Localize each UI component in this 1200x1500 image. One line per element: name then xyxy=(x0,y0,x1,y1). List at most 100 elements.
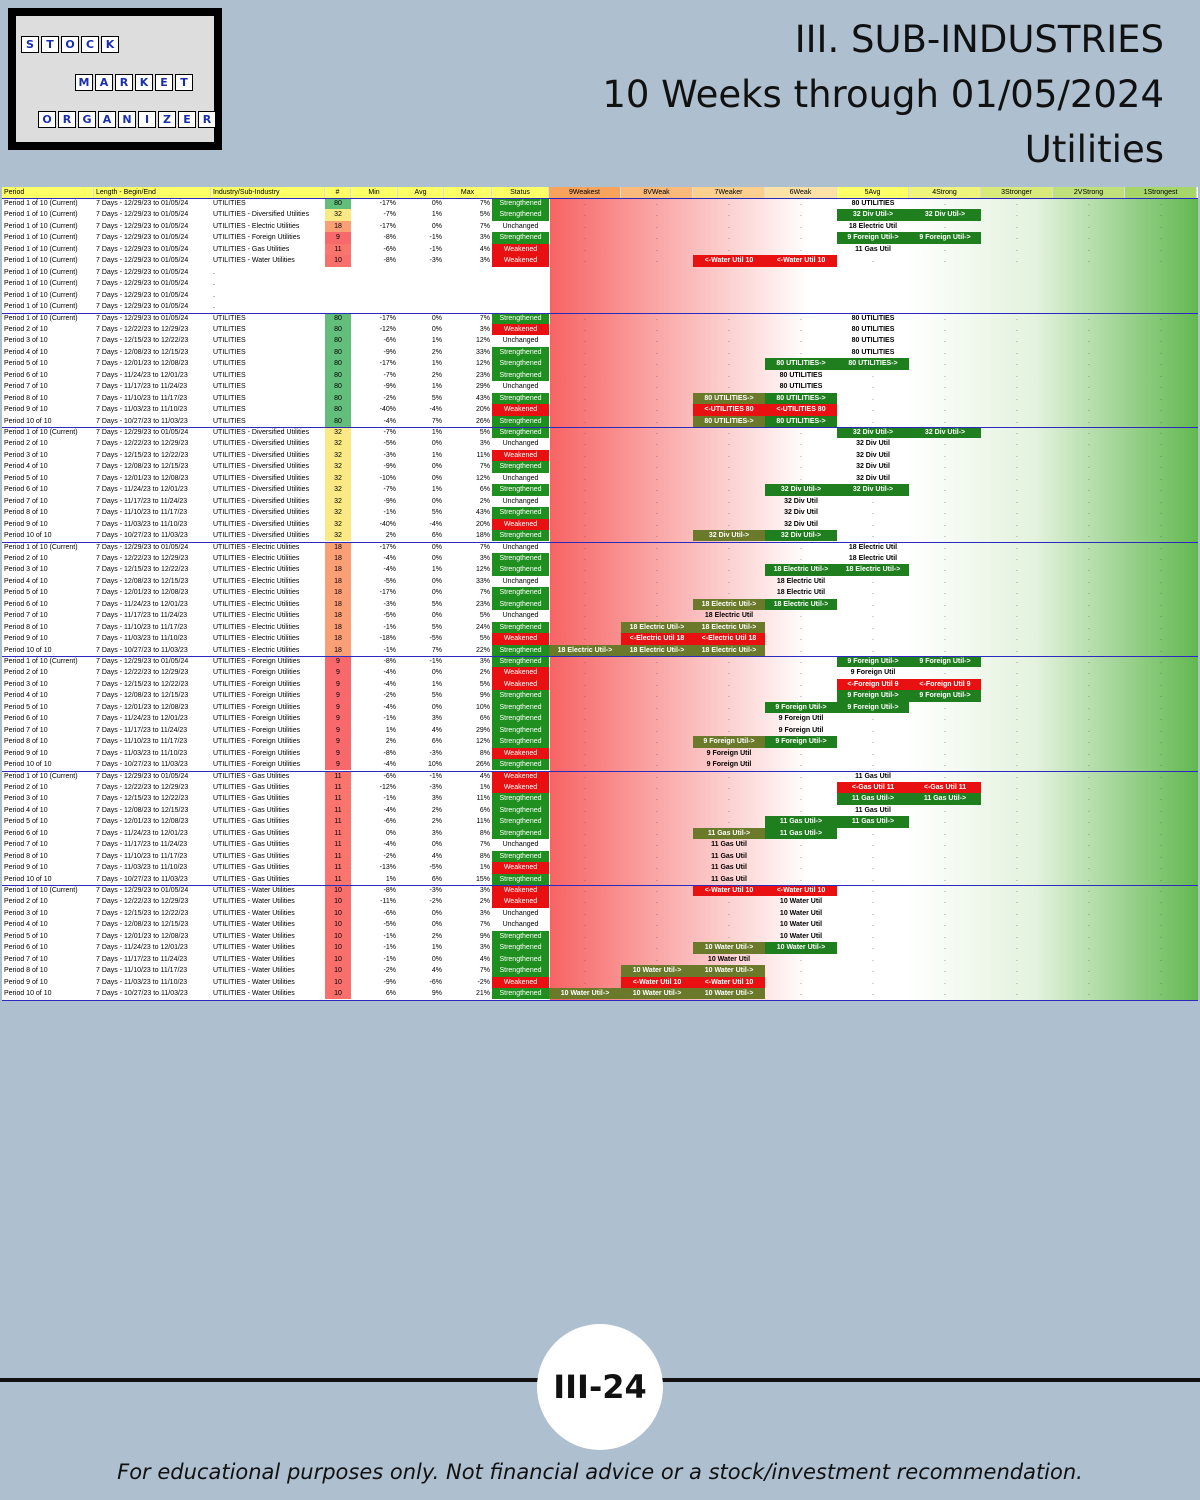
table-row: Period 4 of 10 7 Days - 12/08/23 to 12/15… xyxy=(2,346,1198,359)
rank-cell: . xyxy=(944,509,946,517)
cell: . xyxy=(213,303,215,311)
rank-cell: . xyxy=(1160,955,1162,963)
cell: Strengthened xyxy=(492,392,549,405)
rank-cell: 32 Div Util-> xyxy=(909,427,981,439)
cell: Period 7 of 10 xyxy=(4,726,48,734)
rank-cell: . xyxy=(800,990,802,998)
cell: 7 Days - 12/29/23 to 01/05/24 xyxy=(96,658,189,665)
cell: UTILITIES - Gas Utilities xyxy=(213,795,290,803)
rank-cell: . xyxy=(1088,783,1090,791)
cell: 7 Days - 12/29/23 to 01/05/24 xyxy=(96,245,189,253)
cell: 10 xyxy=(325,255,351,267)
rank-cell: . xyxy=(1160,783,1162,791)
cell: Period 1 of 10 (Current) xyxy=(4,234,78,242)
cell: 80 xyxy=(325,312,351,324)
cell: 2% xyxy=(385,532,396,540)
cell: 0% xyxy=(431,909,442,917)
cell: Unchanged xyxy=(502,440,539,448)
rank-cell: . xyxy=(1088,921,1090,929)
rank-cell: . xyxy=(584,944,586,952)
cell: 1% xyxy=(479,783,490,791)
rank-cell: . xyxy=(656,463,658,471)
cell: 7% xyxy=(479,921,490,929)
cell: Weakened xyxy=(492,976,549,989)
group-separator xyxy=(2,427,1198,428)
cell: 9 xyxy=(325,736,351,748)
cell: 7 Days - 12/29/23 to 01/05/24 xyxy=(96,257,189,265)
cell: UTILITIES - Electric Utilities xyxy=(213,600,300,608)
rank-cell: . xyxy=(944,738,946,746)
cell: -40% xyxy=(379,520,396,528)
rank-cell: . xyxy=(1016,314,1018,322)
rank-cell: . xyxy=(584,394,586,402)
rank-cell: . xyxy=(1016,394,1018,402)
cell xyxy=(351,267,398,278)
disclaimer: For educational purposes only. Not finan… xyxy=(117,1460,1083,1484)
rank-cell: . xyxy=(944,257,946,265)
rank-cell: . xyxy=(1160,726,1162,734)
rank-cell: . xyxy=(1088,623,1090,631)
page-number: III-24 xyxy=(537,1324,663,1450)
rank-cell: 11 Gas Util xyxy=(711,841,747,849)
rank-cell: 80 UTILITIES-> xyxy=(693,392,765,405)
rank-cell: . xyxy=(872,909,874,917)
rank-cell: . xyxy=(944,222,946,230)
rank-cell: . xyxy=(656,921,658,929)
cell: 7 Days - 12/01/23 to 12/08/23 xyxy=(96,703,189,711)
rank-cell: . xyxy=(1160,440,1162,448)
rank-cell: . xyxy=(656,955,658,963)
logo-letter: K xyxy=(135,74,153,91)
rank-cell: . xyxy=(1160,990,1162,998)
group-separator xyxy=(2,885,1198,886)
cell: 1% xyxy=(431,429,442,436)
rank-cell: 32 Div Util xyxy=(856,463,890,471)
rank-cell: 32 Div Util xyxy=(856,451,890,459)
cell: -40% xyxy=(379,406,396,414)
rank-cell: . xyxy=(1160,371,1162,379)
cell: Strengthened xyxy=(492,507,549,519)
rank-cell: . xyxy=(656,772,658,780)
column-header: Status xyxy=(492,187,549,198)
cell: Weakened xyxy=(492,781,549,794)
cell: 7 Days - 12/29/23 to 01/05/24 xyxy=(96,772,189,780)
rank-cell: . xyxy=(944,909,946,917)
cell: 7 Days - 12/29/23 to 01/05/24 xyxy=(96,280,189,288)
cell: 11 xyxy=(325,850,351,863)
rank-cell: . xyxy=(656,875,658,883)
rank-cell: . xyxy=(584,600,586,608)
cell: UTILITIES xyxy=(213,417,246,425)
table-row: Period 9 of 10 7 Days - 11/03/23 to 11/10… xyxy=(2,633,1198,645)
rank-cell: . xyxy=(1088,417,1090,425)
rank-cell: . xyxy=(1016,543,1018,551)
cell: UTILITIES - Electric Utilities xyxy=(213,554,300,562)
cell: 6% xyxy=(479,715,490,723)
logo-letter: O xyxy=(61,36,79,53)
cell: Period 4 of 10 xyxy=(4,806,48,814)
rank-cell: . xyxy=(1088,474,1090,482)
column-header: Length - Begin/End xyxy=(94,187,211,198)
cell: 1% xyxy=(431,337,442,345)
rank-cell: . xyxy=(872,577,874,585)
cell: Unchanged xyxy=(502,543,539,551)
cell: 11 xyxy=(325,793,351,805)
cell: 11 xyxy=(325,827,351,840)
cell: UTILITIES xyxy=(213,394,246,402)
cell: 7 Days - 11/10/23 to 11/17/23 xyxy=(96,623,188,631)
cell: 3% xyxy=(479,325,490,333)
rank-cell: . xyxy=(1160,806,1162,814)
column-header: Min xyxy=(351,187,398,198)
logo-letter: T xyxy=(41,36,59,53)
cell: UTILITIES xyxy=(213,200,246,207)
rank-cell: . xyxy=(656,761,658,769)
rank-cell: . xyxy=(1160,245,1162,253)
rank-cell: . xyxy=(1160,589,1162,597)
rank-cell: . xyxy=(584,623,586,631)
cell: 4% xyxy=(479,772,490,780)
cell xyxy=(398,290,444,301)
cell: Strengthened xyxy=(492,209,549,221)
cell: 10 xyxy=(325,896,351,908)
rank-cell: . xyxy=(872,749,874,757)
cell: UTILITIES - Foreign Utilities xyxy=(213,761,301,769)
cell: 7 Days - 12/08/23 to 12/15/23 xyxy=(96,921,189,929)
